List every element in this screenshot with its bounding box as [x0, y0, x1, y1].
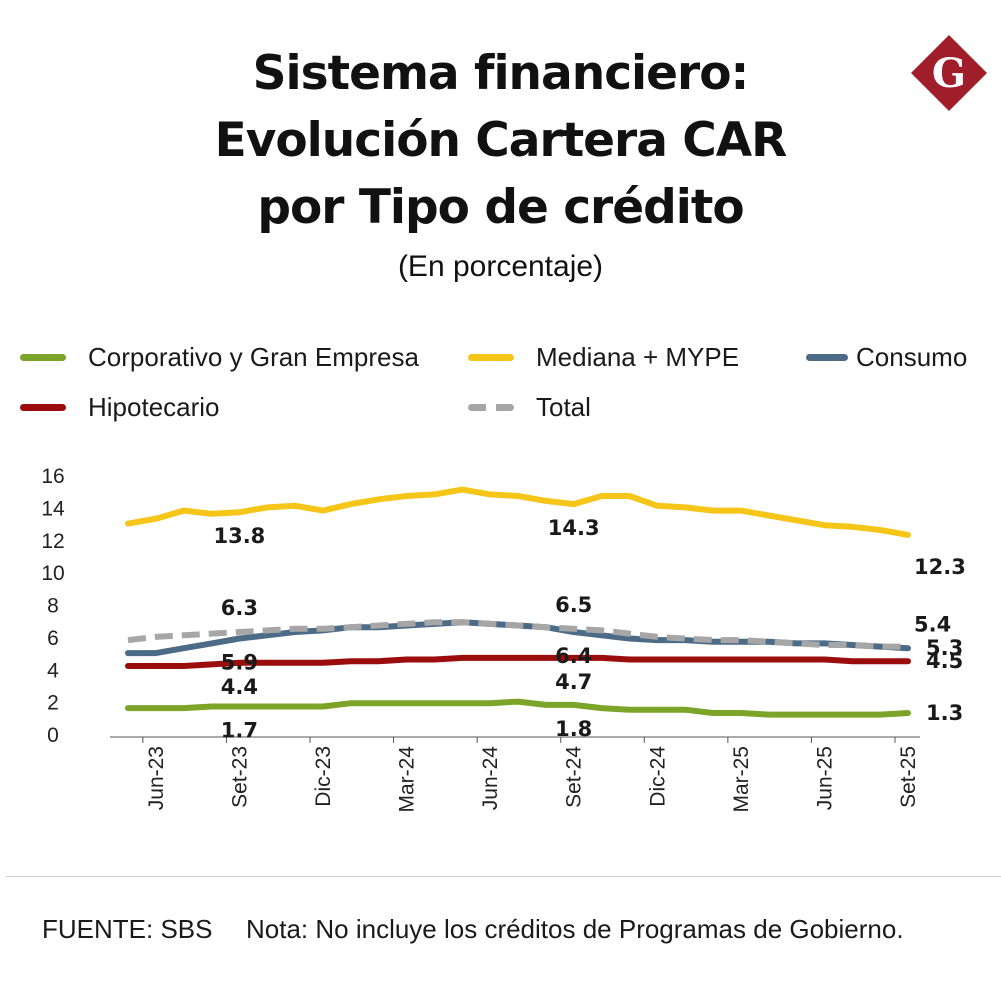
data-label: 13.8	[213, 524, 265, 548]
y-tick-label: 12	[41, 530, 64, 553]
title-line-3: por Tipo de crédito	[257, 180, 744, 235]
series-line-total	[127, 619, 908, 650]
x-tick-label: Jun-24	[479, 746, 502, 811]
x-tick-label: Set-24	[563, 746, 586, 808]
legend-label-corporativo: Corporativo y Gran Empresa	[88, 341, 419, 372]
data-label: 5.4	[914, 613, 951, 637]
legend-label-hipotecario: Hipotecario	[88, 391, 220, 422]
y-tick-label: 2	[47, 692, 59, 715]
legend-swatch-corporativo	[20, 353, 66, 361]
data-label: 6.3	[221, 596, 258, 620]
legend-swatch-total	[468, 403, 514, 411]
x-tick-label: Mar-25	[730, 746, 753, 813]
data-label: 4.5	[926, 649, 963, 673]
legend-item-consumo: Consumo	[806, 337, 967, 377]
chart-title: Sistema financiero: Evolución Cartera CA…	[0, 40, 1001, 241]
legend-item-hipotecario: Hipotecario	[20, 387, 220, 427]
data-label: 6.5	[555, 593, 592, 617]
data-label: 6.4	[555, 644, 592, 668]
legend-swatch-consumo	[806, 353, 848, 361]
x-tick-label: Jun-25	[813, 746, 836, 810]
legend-swatch-hipotecario	[20, 403, 66, 411]
legend-label-total: Total	[536, 391, 591, 422]
legend-swatch-mediana	[468, 353, 514, 361]
y-tick-label: 0	[47, 724, 59, 747]
y-tick-label: 4	[47, 659, 59, 682]
legend-item-total: Total	[468, 387, 591, 427]
title-line-1: Sistema financiero:	[252, 46, 750, 101]
data-label: 12.3	[914, 555, 966, 579]
x-tick-label: Dic-24	[646, 746, 669, 807]
footer-note: Nota: No incluye los créditos de Program…	[246, 914, 904, 944]
series-line-mediana-mype	[125, 486, 911, 538]
data-label: 1.8	[555, 717, 592, 741]
series-line-corporativo-y-gran-empresa	[125, 698, 911, 718]
chart-subtitle: (En porcentaje)	[397, 250, 604, 283]
x-tick-label: Mar-24	[396, 746, 419, 813]
data-label: 4.4	[221, 675, 258, 699]
data-label: 5.9	[221, 651, 258, 675]
y-tick-label: 6	[47, 627, 59, 650]
y-tick-label: 10	[41, 562, 64, 585]
data-label: 5.3	[926, 636, 963, 660]
footer-divider	[6, 876, 1001, 877]
g-diamond-logo-icon: G	[911, 35, 987, 111]
data-label: 14.3	[548, 516, 600, 540]
series-layer	[125, 486, 911, 718]
y-axis: 0 2 4 6 8 10 12 14 16	[41, 465, 65, 747]
x-tick-label: Set-25	[897, 746, 920, 808]
x-tick-label: Jun-23	[145, 746, 168, 810]
series-line-hipotecario	[125, 654, 911, 669]
footer-source: FUENTE: SBS	[42, 914, 213, 944]
title-line-2: Evolución Cartera CAR	[214, 113, 788, 168]
x-axis: Jun-23 Set-23 Dic-23 Mar-24 Jun-24 Set-24 Dic-…	[110, 736, 920, 813]
legend-label-mediana: Mediana + MYPE	[536, 341, 740, 372]
legend-label-consumo: Consumo	[856, 341, 968, 372]
x-tick-label: Dic-23	[312, 746, 335, 807]
data-label: 1.3	[926, 701, 963, 725]
y-tick-label: 8	[47, 595, 59, 618]
y-tick-label: 16	[41, 465, 64, 488]
legend-item-mediana: Mediana + MYPE	[468, 337, 739, 377]
y-tick-label: 14	[41, 497, 65, 520]
data-label: 4.7	[555, 670, 592, 694]
x-tick-label: Set-23	[228, 746, 251, 808]
logo-letter: G	[932, 50, 966, 97]
data-label: 1.7	[221, 719, 258, 743]
data-labels: 13.8 14.3 12.3 6.3 6.5 5.4 5.9 6.4 5.3 4.4 4.7 4.5 1…	[213, 516, 965, 742]
logo-diamond	[911, 35, 987, 111]
legend-item-corporativo: Corporativo y Gran Empresa	[20, 337, 419, 377]
